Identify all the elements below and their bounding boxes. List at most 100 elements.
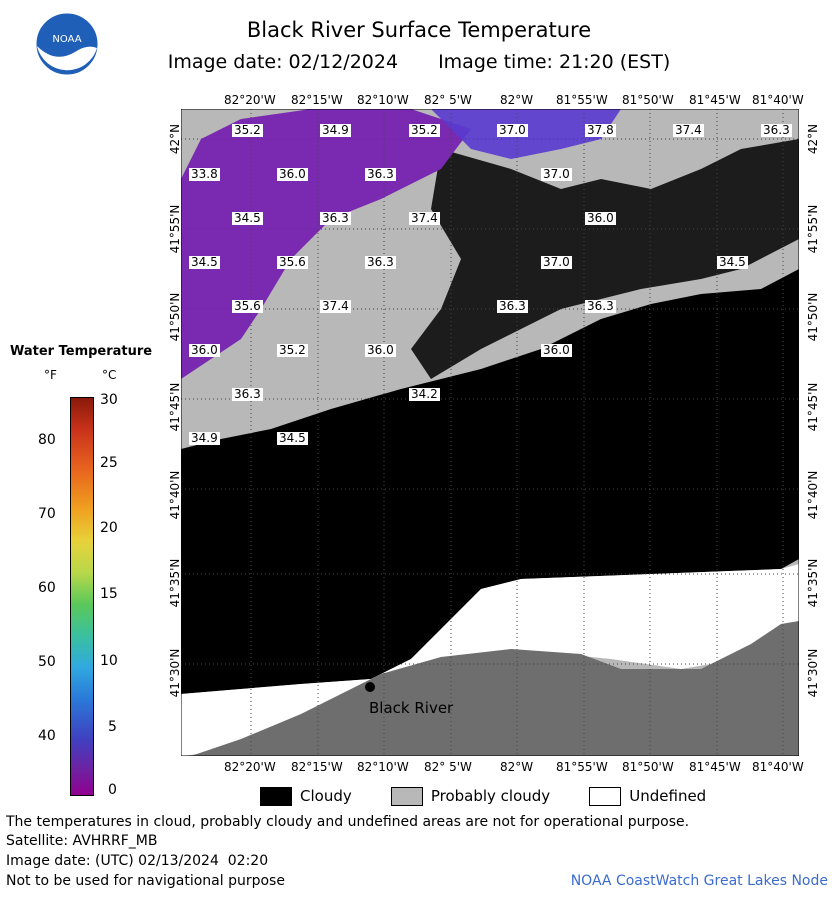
temperature-label: 36.3: [320, 211, 351, 225]
temperature-label: 35.2: [232, 123, 263, 137]
lon-label-bottom: 82°10'W: [357, 760, 409, 774]
lat-label-right: 41°55'N: [806, 204, 820, 254]
disclaimer: The temperatures in cloud, probably clou…: [6, 814, 690, 830]
lon-label-bottom: 81°50'W: [622, 760, 674, 774]
temperature-label: 36.3: [365, 167, 396, 181]
page-title: Black River Surface Temperature: [246, 18, 592, 42]
temperature-label: 37.0: [541, 255, 572, 269]
noaa-logo: NOAA: [35, 12, 99, 76]
temperature-label: 36.3: [497, 299, 528, 313]
unit-fahrenheit: °F: [44, 368, 57, 382]
black-river-label: Black River: [369, 699, 454, 717]
graticule: [181, 109, 799, 756]
temperature-label: 36.0: [365, 343, 396, 357]
lat-label-left: 41°55'N: [168, 204, 182, 254]
lon-label-top: 82°20'W: [224, 93, 276, 107]
temperature-label: 37.0: [497, 123, 528, 137]
temperature-label: 35.6: [232, 299, 263, 313]
lon-label-bottom: 82°W: [500, 760, 534, 774]
key-cloudy: Cloudy: [260, 787, 352, 806]
lon-label-top: 82°15'W: [291, 93, 343, 107]
legend-title: Water Temperature: [10, 344, 153, 359]
temperature-label: 34.5: [717, 255, 748, 269]
lon-label-top: 81°40'W: [752, 93, 804, 107]
lat-label-right: 41°40'N: [806, 470, 820, 520]
temperature-map: [181, 109, 799, 756]
lon-label-top: 82° 5'W: [424, 93, 472, 107]
temperature-label: 35.2: [409, 123, 440, 137]
lon-label-bottom: 82°20'W: [224, 760, 276, 774]
lon-label-top: 81°50'W: [622, 93, 674, 107]
c-tick: 20: [100, 520, 118, 536]
lon-label-top: 81°45'W: [689, 93, 741, 107]
cloudy-area: [181, 269, 799, 694]
c-tick: 5: [108, 719, 117, 735]
temperature-label: 34.9: [320, 123, 351, 137]
temperature-label: 34.5: [232, 211, 263, 225]
temperature-label: 34.5: [189, 255, 220, 269]
temperature-label: 36.0: [541, 343, 572, 357]
f-tick: 50: [38, 654, 56, 670]
c-tick: 15: [100, 586, 118, 602]
temperature-label: 37.0: [541, 167, 572, 181]
c-tick: 10: [100, 653, 118, 669]
lat-label-right: 41°35'N: [806, 558, 820, 608]
lon-label-top: 82°10'W: [357, 93, 409, 107]
key-undefined: Undefined: [589, 787, 706, 806]
lat-label-left: 41°45'N: [168, 382, 182, 432]
lat-label-right: 41°50'N: [806, 292, 820, 342]
noaa-logo-text: NOAA: [52, 34, 81, 45]
lat-label-left: 41°40'N: [168, 470, 182, 520]
f-tick: 60: [38, 580, 56, 596]
lat-label-left: 41°50'N: [168, 292, 182, 342]
temperature-label: 36.3: [232, 387, 263, 401]
temperature-label: 34.5: [277, 431, 308, 445]
lat-label-right: 41°30'N: [806, 648, 820, 698]
utc-date: Image date: (UTC) 02/13/2024 02:20: [6, 853, 269, 869]
temperature-label: 36.0: [189, 343, 220, 357]
temperature-label: 35.2: [277, 343, 308, 357]
lon-label-bottom: 82° 5'W: [424, 760, 472, 774]
temperature-label: 36.3: [365, 255, 396, 269]
lon-label-bottom: 81°55'W: [556, 760, 608, 774]
c-tick: 0: [108, 782, 117, 798]
lon-label-bottom: 82°15'W: [291, 760, 343, 774]
map-key: Cloudy Probably cloudy Undefined: [260, 786, 740, 806]
temperature-label: 34.2: [409, 387, 440, 401]
f-tick: 70: [38, 506, 56, 522]
lon-label-top: 82°W: [500, 93, 534, 107]
lon-label-top: 81°55'W: [556, 93, 608, 107]
image-time: Image time: 21:20 (EST): [438, 51, 671, 73]
land-area: [191, 621, 799, 756]
temperature-label: 37.4: [320, 299, 351, 313]
color-scale-bar: [70, 397, 94, 796]
lat-label-right: 42°N: [806, 123, 820, 155]
temperature-label: 34.9: [189, 431, 220, 445]
temperature-label: 37.4: [673, 123, 704, 137]
c-tick: 30: [100, 392, 118, 408]
temperature-label: 37.8: [585, 123, 616, 137]
key-probably-cloudy: Probably cloudy: [390, 787, 550, 806]
temperature-label: 36.0: [277, 167, 308, 181]
satellite: Satellite: AVHRRF_MB: [6, 833, 158, 849]
f-tick: 40: [38, 728, 56, 744]
unit-celsius: °C: [102, 368, 117, 382]
f-tick: 80: [38, 432, 56, 448]
lat-label-left: 41°30'N: [168, 648, 182, 698]
c-tick: 25: [100, 455, 118, 471]
cloudy-area: [411, 139, 799, 379]
lon-label-bottom: 81°45'W: [689, 760, 741, 774]
lat-label-left: 41°35'N: [168, 558, 182, 608]
image-date: Image date: 02/12/2024: [167, 51, 399, 73]
image-datetime: Image date: 02/12/2024 Image time: 21:20 …: [0, 51, 838, 73]
nav-warning: Not to be used for navigational purpose: [6, 873, 285, 889]
node-credit: NOAA CoastWatch Great Lakes Node: [570, 873, 828, 889]
temperature-label: 36.0: [585, 211, 616, 225]
temperature-label: 35.6: [277, 255, 308, 269]
temperature-label: 36.3: [585, 299, 616, 313]
temperature-label: 36.3: [761, 123, 792, 137]
lat-label-right: 41°45'N: [806, 382, 820, 432]
temperature-label: 33.8: [189, 167, 220, 181]
lat-label-left: 42°N: [168, 123, 182, 155]
black-river-marker: [365, 682, 375, 692]
